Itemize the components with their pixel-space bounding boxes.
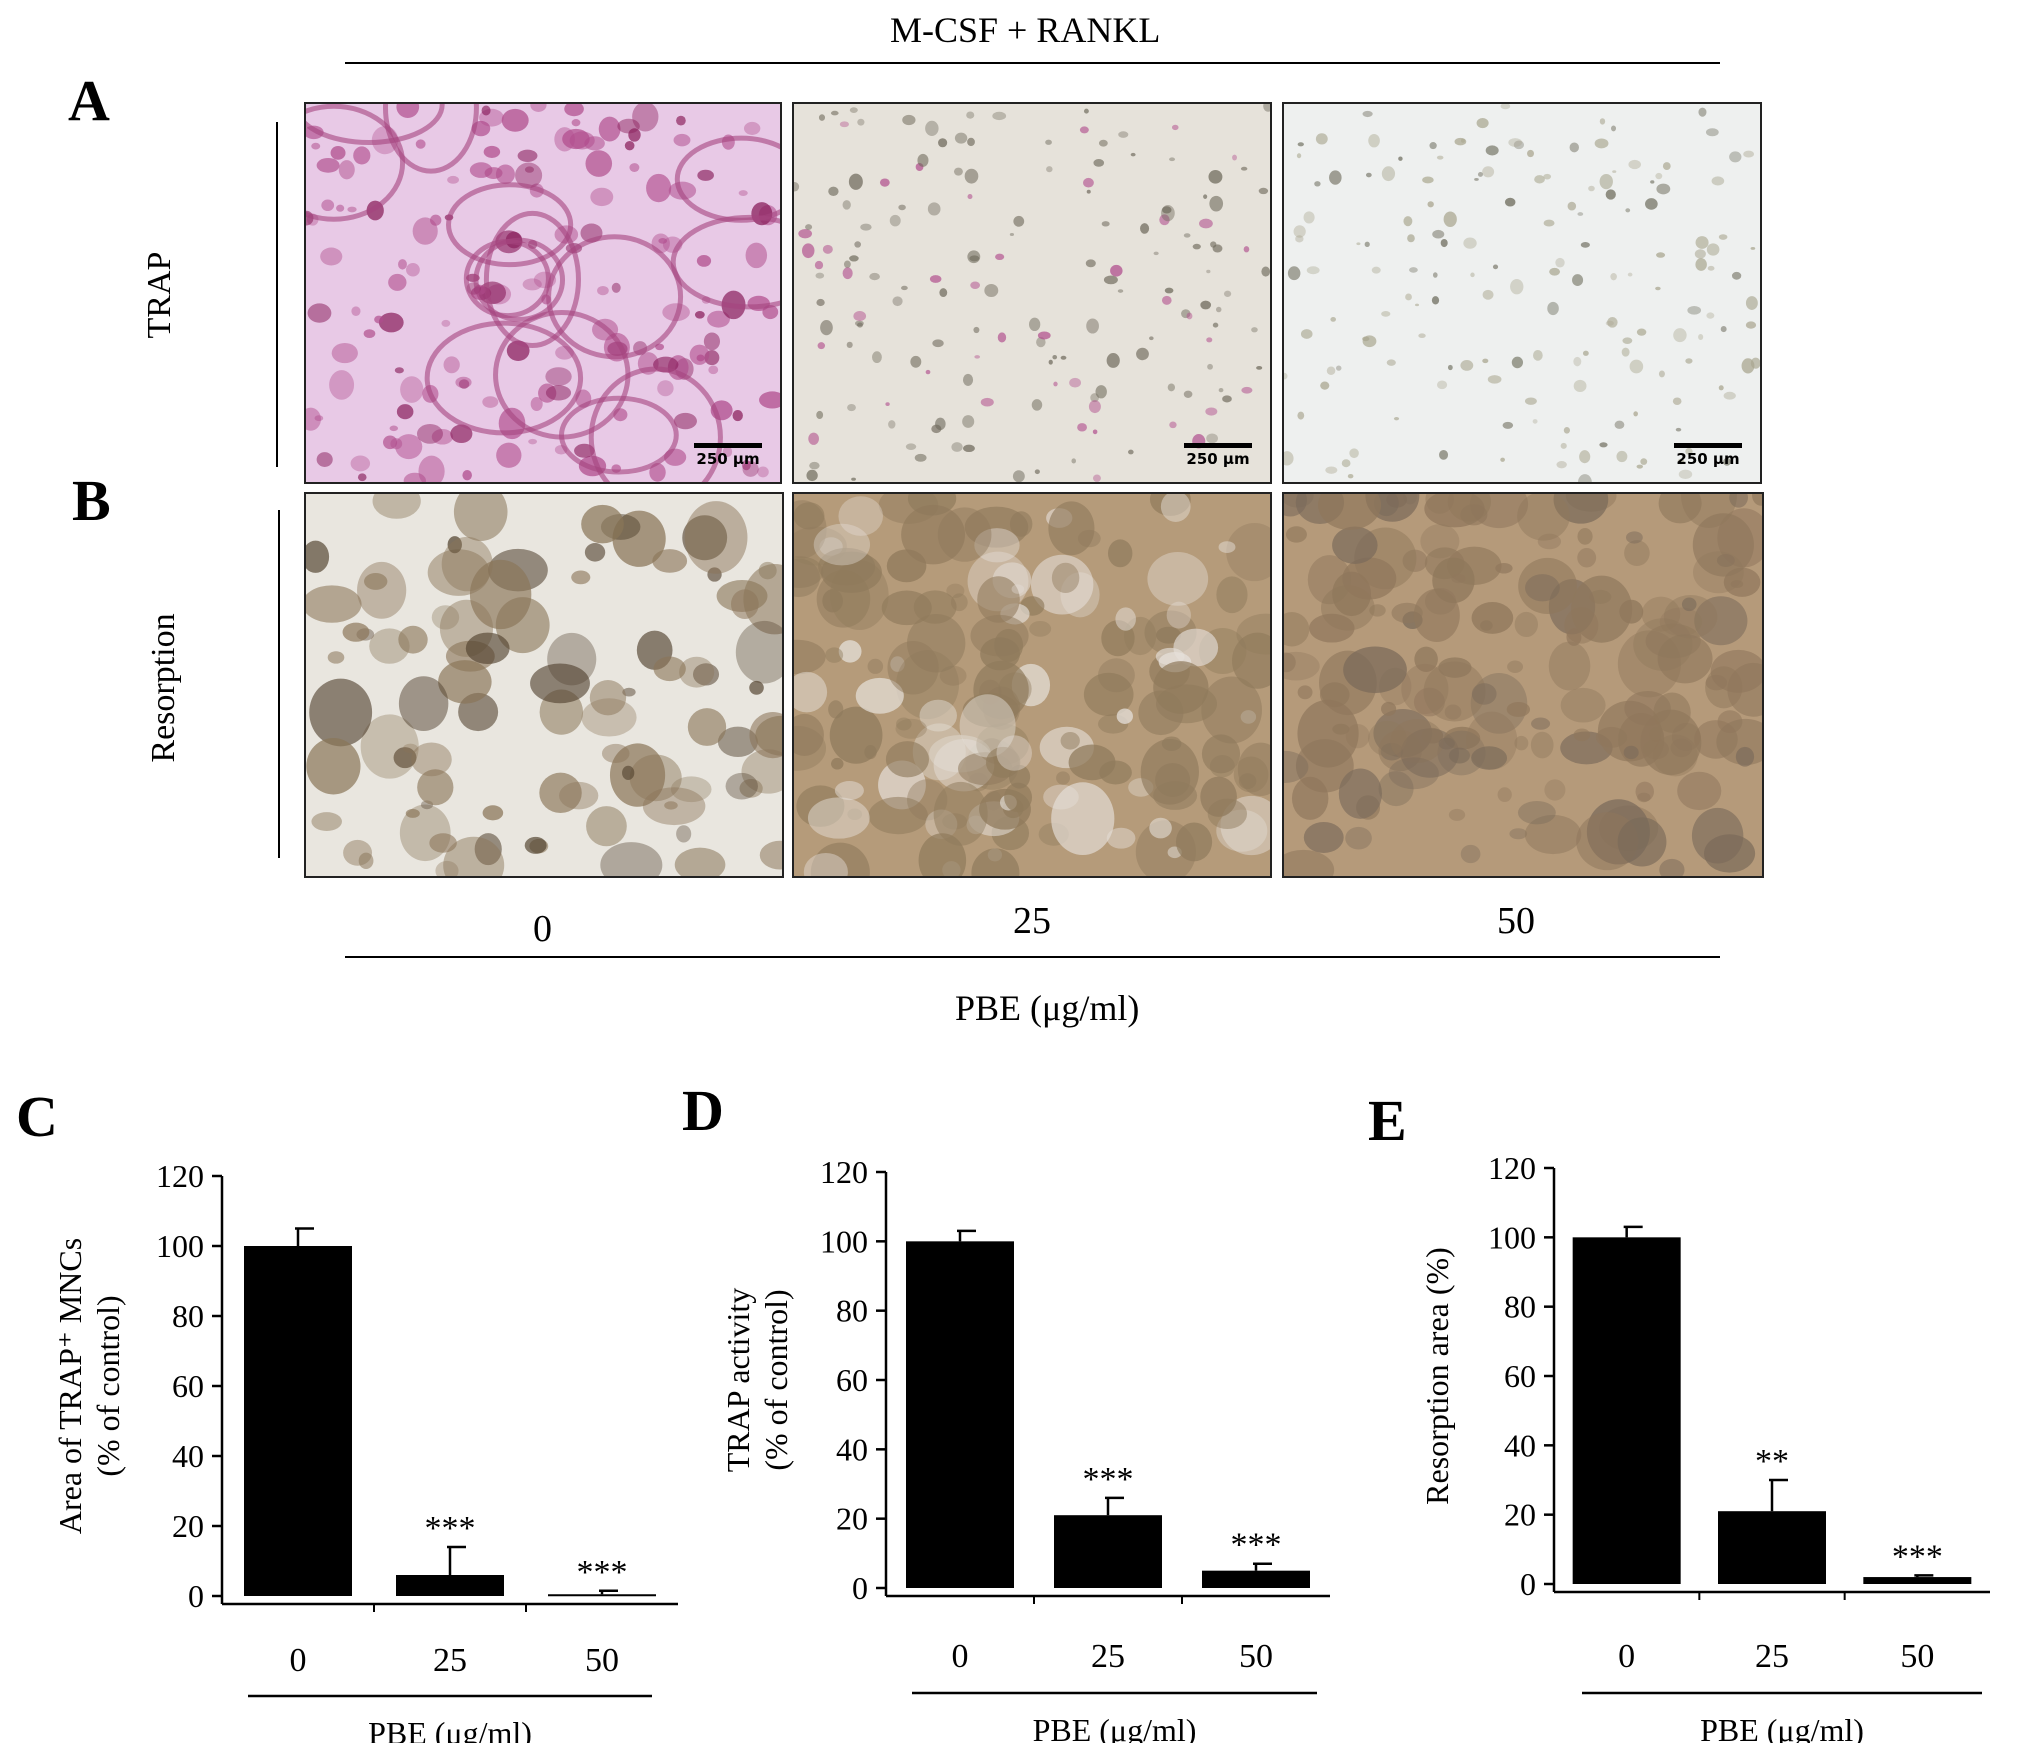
- significance-label: ***: [1083, 1461, 1134, 1498]
- y-axis-label: Resorption area (%): [1419, 1247, 1455, 1505]
- x-tick-label: 50: [585, 1642, 619, 1679]
- bar: [548, 1594, 656, 1597]
- significance-label: **: [1755, 1443, 1789, 1480]
- x-tick-label: 25: [1091, 1638, 1125, 1675]
- y-tick-label: 120: [156, 1158, 204, 1194]
- bar-chart-e: 0 20 40 60 80 100 120 0 25 ** 50 *** PBE (μg/ml) Reso…: [1419, 1150, 1990, 1743]
- resorption-row-rule: [278, 510, 280, 858]
- y-axis-label: TRAP activity: [720, 1288, 756, 1473]
- micrograph-texture: [794, 494, 1270, 876]
- scale-bar: 250 μm: [694, 443, 762, 468]
- micrograph-texture: [1284, 104, 1760, 482]
- x-tick-label: 50: [1900, 1638, 1934, 1675]
- y-tick-label: 20: [836, 1501, 868, 1537]
- significance-label: ***: [1892, 1538, 1943, 1575]
- y-tick-label: 60: [836, 1362, 868, 1398]
- x-tick-label: 25: [433, 1642, 467, 1679]
- y-tick-label: 40: [172, 1438, 204, 1474]
- micrograph-texture: [306, 104, 780, 482]
- x-axis-label: PBE (μg/ml): [1700, 1712, 1864, 1743]
- y-tick-label: 100: [820, 1223, 868, 1259]
- dose-unit-label: PBE (μg/ml): [955, 988, 1140, 1028]
- micrograph-texture: [794, 104, 1270, 482]
- treatment-label: M-CSF + RANKL: [890, 10, 1161, 50]
- x-axis-label: PBE (μg/ml): [1033, 1712, 1197, 1743]
- y-axis-label: (% of control): [758, 1289, 794, 1470]
- micrograph-resorption-25: [792, 492, 1272, 878]
- significance-label: ***: [425, 1510, 476, 1547]
- y-tick-label: 0: [852, 1570, 868, 1606]
- significance-label: ***: [1231, 1527, 1282, 1564]
- trap-row-rule: [276, 122, 278, 467]
- micrograph-resorption-50: [1282, 492, 1764, 878]
- bar: [1054, 1515, 1162, 1588]
- micrograph-texture: [306, 494, 782, 876]
- x-tick-label: 25: [1755, 1638, 1789, 1675]
- bar: [396, 1575, 504, 1596]
- micrograph-trap-50: 250 μm: [1282, 102, 1762, 484]
- bar: [1718, 1511, 1826, 1584]
- y-tick-label: 40: [836, 1431, 868, 1467]
- y-tick-label: 80: [1504, 1289, 1536, 1325]
- x-tick-label: 50: [1239, 1638, 1273, 1675]
- bar-chart-d: 0 20 40 60 80 100 120 0 25 *** 50 *** PBE (μg/ml) TRA…: [720, 1154, 1330, 1743]
- bar: [244, 1246, 352, 1596]
- y-tick-label: 80: [836, 1293, 868, 1329]
- scale-bar: 250 μm: [1674, 443, 1742, 468]
- dose-label-0: 0: [533, 908, 552, 950]
- x-tick-label: 0: [952, 1638, 969, 1675]
- micrograph-trap-0: 250 μm: [304, 102, 782, 484]
- y-tick-label: 100: [156, 1228, 204, 1264]
- resorption-row-label: Resorption: [145, 613, 182, 763]
- y-tick-label: 0: [188, 1578, 204, 1614]
- x-axis-label: PBE (μg/ml): [368, 1715, 532, 1743]
- y-tick-label: 20: [172, 1508, 204, 1544]
- bar-chart-c: 0 20 40 60 80 100 120 0 25 *** 50 *** PBE (μg/ml) Are…: [52, 1158, 678, 1743]
- y-axis-label: Area of TRAP⁺ MNCs: [52, 1238, 88, 1534]
- x-tick-label: 0: [290, 1642, 307, 1679]
- y-tick-label: 60: [172, 1368, 204, 1404]
- trap-row-label: TRAP: [141, 251, 178, 339]
- micrograph-resorption-0: [304, 492, 784, 878]
- micrograph-trap-25: 250 μm: [792, 102, 1272, 484]
- bar: [1863, 1577, 1972, 1584]
- y-axis-label: (% of control): [90, 1295, 126, 1476]
- bar: [1202, 1570, 1310, 1588]
- y-tick-label: 60: [1504, 1358, 1536, 1394]
- dose-label-25: 25: [1013, 900, 1051, 942]
- y-tick-label: 40: [1504, 1427, 1536, 1463]
- y-tick-label: 120: [820, 1154, 868, 1190]
- y-tick-label: 20: [1504, 1497, 1536, 1533]
- x-tick-label: 0: [1618, 1638, 1635, 1675]
- panel-letter-b: B: [72, 468, 111, 533]
- significance-label: ***: [577, 1554, 628, 1591]
- panel-letter-c: C: [16, 1084, 58, 1149]
- dose-label-50: 50: [1497, 900, 1535, 942]
- panel-letter-e: E: [1368, 1088, 1407, 1153]
- y-tick-label: 80: [172, 1298, 204, 1334]
- bar: [906, 1241, 1014, 1588]
- micrograph-texture: [1284, 494, 1762, 876]
- y-tick-label: 0: [1520, 1566, 1536, 1602]
- y-tick-label: 120: [1488, 1150, 1536, 1186]
- treatment-rule: [345, 62, 1720, 64]
- y-tick-label: 100: [1488, 1219, 1536, 1255]
- panel-letter-a: A: [68, 68, 110, 133]
- scale-bar: 250 μm: [1184, 443, 1252, 468]
- dose-rule: [345, 956, 1720, 958]
- panel-letter-d: D: [682, 1078, 724, 1143]
- bar: [1572, 1237, 1681, 1584]
